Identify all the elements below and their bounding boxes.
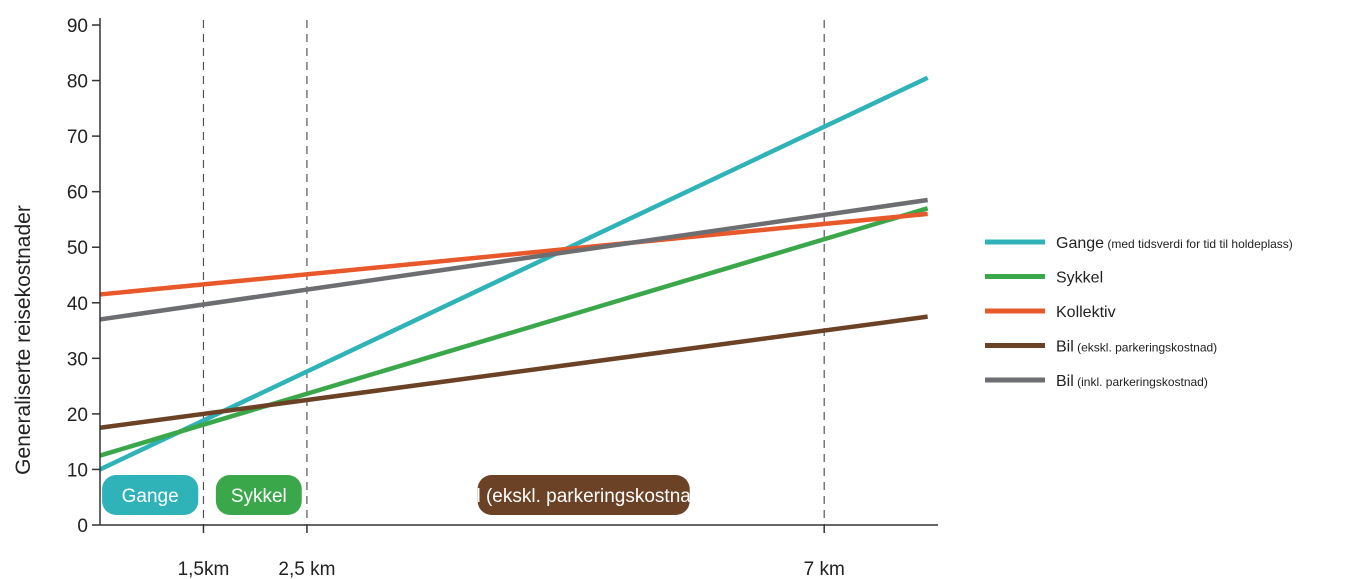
legend-label: Sykkel — [1056, 270, 1103, 287]
zone-badge — [215, 475, 302, 515]
legend-item-4: Bil (inkl. parkeringskostnad) — [985, 373, 1208, 390]
legend-item-2: Kollektiv — [985, 304, 1116, 321]
legend-label: Bil (ekskl. parkeringskostnad) — [1056, 339, 1217, 356]
zone-1: Sykkel — [215, 475, 302, 515]
y-tick-label: 20 — [67, 405, 88, 426]
legend-item-1: Sykkel — [985, 270, 1103, 287]
y-axis-label: Generaliserte reisekostnader — [12, 205, 35, 475]
legend-name: Bil — [1056, 339, 1074, 356]
zones-layer: Gange Sykkel Bil (ekskl. parkeringskostnad… — [102, 475, 708, 515]
y-tick-label: 30 — [67, 349, 88, 370]
distance-markers: 1,5km 2,5 km 7 km — [178, 20, 845, 579]
x-tick-label: 2,5 km — [278, 559, 335, 579]
legend-label: Gange (med tidsverdi for tid til holdepl… — [1056, 235, 1293, 252]
legend-label: Bil (inkl. parkeringskostnad) — [1056, 373, 1208, 390]
y-tick-label: 60 — [67, 183, 88, 204]
series-line-0 — [99, 75, 929, 472]
zone-label: Sykkel — [231, 486, 287, 507]
legend-item-0: Gange (med tidsverdi for tid til holdepl… — [985, 235, 1293, 252]
zone-0: Gange — [102, 475, 199, 515]
zone-badge — [102, 475, 199, 515]
legend-note: (med tidsverdi for tid til holdeplass) — [1104, 237, 1293, 251]
series-lines — [99, 75, 929, 472]
y-tick-label: 90 — [67, 16, 88, 37]
series-line-4 — [99, 197, 928, 322]
x-tick-label: 7 km — [804, 559, 845, 579]
legend-name: Sykkel — [1056, 270, 1103, 287]
legend: Gange (med tidsverdi for tid til holdepl… — [985, 235, 1293, 390]
y-tick-label: 10 — [67, 460, 88, 481]
legend-name: Kollektiv — [1056, 304, 1116, 321]
legend-name: Bil — [1056, 373, 1074, 390]
legend-item-3: Bil (ekskl. parkeringskostnad) — [985, 339, 1217, 356]
zone-2: Bil (ekskl. parkeringskostnad) — [460, 475, 708, 515]
y-tick-label: 80 — [67, 72, 88, 93]
legend-note: (ekskl. parkeringskostnad) — [1074, 341, 1217, 355]
series-line-1 — [99, 206, 929, 458]
legend-label: Kollektiv — [1056, 304, 1116, 321]
series-line-2 — [99, 211, 928, 297]
x-tick-label: 1,5km — [178, 559, 230, 579]
series-line-3 — [99, 314, 928, 431]
y-tick-label: 40 — [67, 294, 88, 315]
axes: 0 10 20 30 40 50 60 70 80 90 — [67, 16, 938, 537]
legend-note: (inkl. parkeringskostnad) — [1074, 375, 1208, 389]
zone-label: Gange — [122, 486, 179, 507]
y-tick-label: 50 — [67, 238, 88, 259]
zone-badge — [477, 475, 690, 515]
legend-name: Gange — [1056, 235, 1104, 252]
y-tick-label: 70 — [67, 127, 88, 148]
y-tick-label: 0 — [77, 516, 88, 537]
zone-label: Bil (ekskl. parkeringskostnad) — [460, 486, 708, 507]
